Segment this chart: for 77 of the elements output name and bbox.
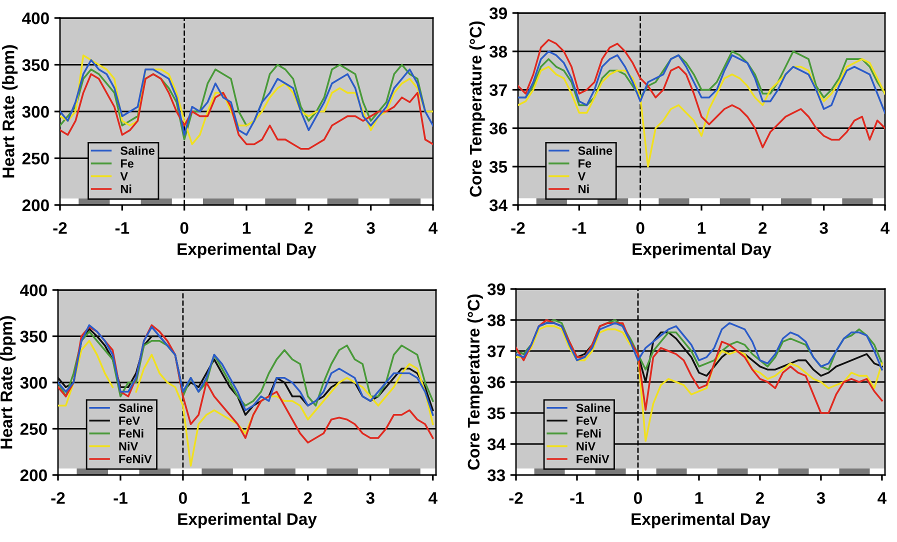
y-tick-label: 34 bbox=[489, 199, 508, 212]
legend-label: FeV bbox=[119, 416, 140, 425]
y-tick-label: 35 bbox=[489, 161, 508, 173]
x-tick-label: 4 bbox=[428, 492, 438, 504]
x-axis-title: Experimental Day bbox=[632, 242, 772, 258]
x-tick-label: 0 bbox=[636, 222, 644, 234]
x-tick-label: 3 bbox=[820, 222, 828, 234]
legend-label: FeNiV bbox=[576, 454, 610, 464]
y-tick-label: 400 bbox=[22, 12, 49, 24]
legend-label: FeNi bbox=[576, 429, 601, 438]
x-tick-label: 1 bbox=[698, 222, 706, 234]
x-tick-label: 3 bbox=[816, 492, 825, 504]
y-tick-label: 300 bbox=[22, 106, 49, 118]
legend-label: Ni bbox=[578, 184, 589, 194]
x-tick-label: 3 bbox=[366, 492, 374, 504]
y-tick-label: 37 bbox=[487, 345, 505, 358]
legend-label: V bbox=[120, 172, 128, 180]
x-tick-label: 3 bbox=[366, 222, 375, 234]
x-tick-label: 2 bbox=[758, 222, 767, 234]
legend-label: Saline bbox=[578, 146, 612, 155]
x-tick-label: 4 bbox=[878, 492, 886, 504]
x-tick-label: -2 bbox=[51, 492, 65, 504]
x-tick-label: 0 bbox=[178, 492, 187, 504]
x-tick-label: -1 bbox=[115, 222, 130, 234]
y-tick-label: 200 bbox=[20, 469, 47, 482]
y-tick-label: 33 bbox=[487, 469, 505, 482]
y-tick-label: 34 bbox=[487, 438, 506, 450]
y-tick-label: 37 bbox=[489, 84, 507, 96]
legend-label: V bbox=[578, 172, 586, 180]
x-tick-label: 1 bbox=[242, 492, 250, 504]
y-tick-label: 35 bbox=[487, 407, 506, 420]
y-tick-label: 39 bbox=[487, 283, 505, 296]
legend-label: Saline bbox=[576, 403, 610, 412]
y-axis-title: Heart Rate (bpm) bbox=[2, 45, 18, 178]
x-tick-label: 0 bbox=[634, 492, 642, 504]
y-tick-label: 350 bbox=[20, 330, 47, 342]
y-tick-label: 36 bbox=[487, 376, 505, 388]
x-tick-label: 0 bbox=[180, 222, 188, 234]
x-tick-label: -1 bbox=[570, 492, 584, 504]
legend-label: Fe bbox=[120, 159, 134, 168]
legend-label: FeNi bbox=[119, 429, 144, 438]
x-tick-label: 2 bbox=[756, 492, 764, 504]
x-tick-label: -1 bbox=[114, 492, 128, 504]
y-axis-title: Core Temperature (°C) bbox=[467, 294, 483, 470]
y-tick-label: 250 bbox=[20, 423, 47, 435]
legend-label: NiV bbox=[119, 442, 138, 450]
legend-label: Saline bbox=[118, 403, 153, 412]
y-axis-title: Core Temperature (°C) bbox=[469, 21, 485, 197]
x-tick-label: -2 bbox=[53, 222, 67, 234]
x-axis-title: Experimental Day bbox=[178, 242, 316, 258]
y-tick-label: 38 bbox=[487, 314, 506, 326]
x-tick-label: 1 bbox=[242, 222, 251, 234]
x-tick-label: -1 bbox=[572, 222, 586, 234]
legend-label: Saline bbox=[120, 146, 155, 155]
x-tick-label: 2 bbox=[304, 492, 312, 504]
y-tick-label: 350 bbox=[22, 59, 49, 71]
x-tick-label: 4 bbox=[880, 222, 890, 234]
y-tick-label: 39 bbox=[489, 7, 507, 20]
legend-label: FeV bbox=[576, 416, 598, 425]
legend-label: Fe bbox=[578, 159, 592, 168]
x-tick-label: -2 bbox=[511, 222, 525, 234]
y-tick-label: 400 bbox=[20, 284, 47, 296]
y-tick-label: 38 bbox=[489, 46, 508, 58]
y-tick-label: 200 bbox=[22, 199, 49, 212]
legend-label: FeNiV bbox=[119, 454, 152, 464]
legend-label: Ni bbox=[120, 184, 132, 194]
legend-label: NiV bbox=[576, 442, 596, 450]
x-axis-title: Experimental Day bbox=[178, 512, 317, 528]
x-tick-label: -2 bbox=[509, 492, 523, 504]
x-tick-label: 1 bbox=[695, 492, 704, 504]
x-axis-title: Experimental Day bbox=[632, 512, 770, 528]
y-tick-label: 300 bbox=[20, 376, 47, 389]
y-tick-label: 36 bbox=[489, 122, 507, 134]
x-tick-label: 4 bbox=[428, 222, 438, 234]
x-tick-label: 2 bbox=[304, 222, 313, 234]
y-axis-title: Heart Rate (bpm) bbox=[0, 316, 16, 449]
y-tick-label: 250 bbox=[22, 152, 49, 164]
